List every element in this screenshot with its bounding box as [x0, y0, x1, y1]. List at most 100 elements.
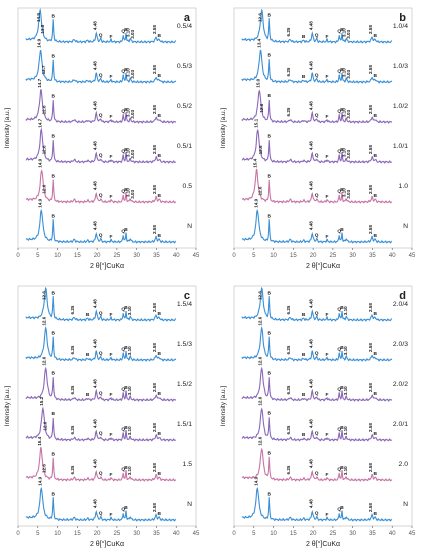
xrd-panel-a: a 14.9 13.8 B 4.48 Q F Q B 3.10 3.03 2.58 B 0.5/4 14.9…	[0, 0, 216, 272]
x-tick-label: 5	[252, 531, 256, 537]
series-label: 2.0/4	[393, 301, 408, 308]
phase-label: F	[325, 34, 328, 40]
phase-label: B	[51, 13, 55, 19]
d-spacing-label: 3.03	[130, 189, 135, 198]
phase-label: Q	[337, 506, 341, 512]
series-line	[25, 49, 177, 84]
phase-label: Q	[121, 346, 125, 352]
xrd-panel-b: b 12.6 B 6.25 B 4.48 Q F Q B 3.10 3.03 2.58 B 1.0/4 13.…	[216, 0, 432, 272]
phase-label: B	[340, 345, 344, 351]
d-spacing-label: 3.03	[130, 69, 135, 78]
phase-label: Q	[315, 390, 319, 396]
series-label: N	[403, 501, 408, 508]
d-spacing-label: 12.6	[41, 105, 46, 114]
phase-label: Q	[315, 310, 319, 316]
d-spacing-label: 4.48	[92, 339, 97, 348]
series-label: 2.0/2	[393, 381, 408, 388]
panel-letter: b	[399, 12, 406, 24]
d-spacing-label: 3.10	[127, 306, 132, 315]
d-spacing-label: 2.58	[152, 105, 157, 114]
phase-label: B	[340, 147, 344, 153]
x-tick-label: 30	[349, 531, 356, 537]
d-spacing-label: 4.48	[92, 21, 97, 30]
d-spacing-label: 6.25	[70, 465, 75, 474]
d-spacing-label: 2.58	[152, 65, 157, 74]
phase-label: B	[157, 471, 161, 477]
d-spacing-label: 3.10	[343, 386, 348, 395]
phase-label: B	[340, 27, 344, 33]
phase-label: F	[325, 234, 328, 240]
d-spacing-label: 12.6	[258, 186, 263, 195]
d-spacing-label: 3.03	[130, 29, 135, 38]
phase-label: B	[267, 133, 271, 139]
phase-label: Q	[121, 466, 125, 472]
phase-label: B	[51, 290, 55, 296]
phase-label: Q	[121, 148, 125, 154]
series-line	[241, 168, 393, 204]
phase-label: B	[124, 385, 128, 391]
phase-label: Q	[315, 152, 319, 158]
x-tick-label: 40	[389, 531, 396, 537]
d-spacing-label: 4.48	[308, 379, 313, 388]
phase-label: Q	[121, 386, 125, 392]
d-spacing-label: 4.48	[92, 419, 97, 428]
d-spacing-label: 4.48	[308, 181, 313, 190]
d-spacing-label: 3.10	[343, 466, 348, 475]
d-spacing-label: 4.48	[308, 141, 313, 150]
plot-frame	[233, 7, 413, 249]
d-spacing-label: 12.6	[258, 356, 263, 365]
d-spacing-label: 15.0	[255, 78, 260, 87]
phase-label: F	[325, 154, 328, 160]
series-line	[25, 209, 176, 244]
d-spacing-label: 6.25	[286, 345, 291, 354]
series-label: 2.0/1	[393, 421, 408, 428]
phase-label: B	[373, 471, 377, 477]
series-line	[241, 128, 392, 164]
x-tick-label: 20	[94, 253, 101, 259]
phase-label: Q	[337, 148, 341, 154]
phase-label: Q	[99, 72, 103, 78]
phase-label: F	[109, 312, 112, 318]
phase-label: B	[157, 311, 161, 317]
phase-label: B	[124, 465, 128, 471]
phase-label: B	[124, 505, 128, 511]
phase-label: B	[157, 113, 161, 119]
phase-label: B	[302, 74, 306, 80]
phase-label: B	[124, 67, 128, 73]
x-axis-label: 2 θ[°]CuKα	[306, 540, 340, 548]
phase-label: Q	[337, 228, 341, 234]
plot-frame	[17, 7, 197, 249]
y-axis-label: Intensity [a.u.]	[220, 108, 227, 149]
phase-label: B	[373, 193, 377, 199]
d-spacing-label: 14.9	[37, 198, 42, 207]
d-spacing-label: 4.48	[92, 459, 97, 468]
phase-label: B	[267, 173, 271, 179]
d-spacing-label: 12.6	[259, 103, 264, 112]
y-axis-label: Intensity [a.u.]	[220, 386, 227, 427]
x-tick-label: 20	[310, 531, 317, 537]
phase-label: Q	[315, 232, 319, 238]
d-spacing-label: 14.9	[253, 476, 258, 485]
phase-label: Q	[337, 306, 341, 312]
phase-label: Q	[99, 470, 103, 476]
series-line	[241, 487, 392, 522]
phase-label: B	[340, 425, 344, 431]
phase-label: Q	[337, 188, 341, 194]
d-spacing-label: 2.58	[368, 185, 373, 194]
phase-label: B	[267, 330, 271, 336]
phase-label: B	[267, 450, 271, 456]
series-line	[241, 286, 393, 322]
series-label: 1.0/4	[393, 23, 408, 30]
phase-label: B	[51, 133, 55, 139]
d-spacing-label: 4.48	[308, 299, 313, 308]
series-label: 0.5/3	[177, 63, 192, 70]
phase-label: B	[267, 290, 271, 296]
d-spacing-label: 2.58	[368, 383, 373, 392]
phase-label: Q	[337, 466, 341, 472]
phase-label: B	[124, 305, 128, 311]
x-tick-label: 10	[270, 253, 277, 259]
phase-label: F	[109, 432, 112, 438]
phase-label: Q	[99, 192, 103, 198]
d-spacing-label: 6.25	[70, 345, 75, 354]
